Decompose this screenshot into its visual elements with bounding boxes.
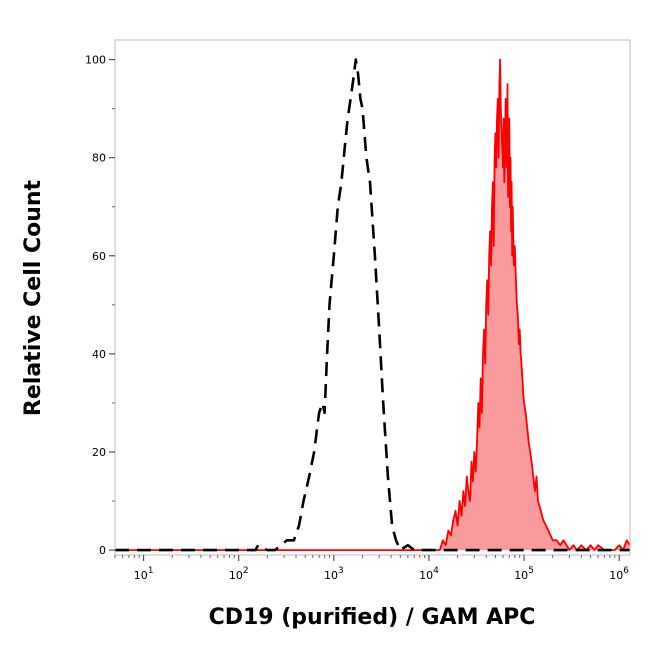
x-tick-label-5: 105 [514,566,534,582]
series-2-line [115,58,631,551]
y-tick-label-100: 100 [85,54,106,67]
x-axis-title: CD19 (purified) / GAM APC [209,605,536,630]
series-2-fill [115,59,630,551]
y-tick-label-40: 40 [92,348,106,361]
x-tick-label-1: 101 [134,566,154,582]
x-tick-label-6: 106 [609,566,629,582]
y-axis-title: Relative Cell Count [21,179,46,416]
x-tick-label-3: 103 [324,566,344,582]
plot-frame [114,39,631,556]
y-tick-label-0: 0 [99,544,106,557]
y-tick-label-60: 60 [92,250,106,263]
x-tick-label-4: 104 [419,566,439,582]
x-tick-label-2: 102 [229,566,249,582]
y-tick-label-20: 20 [92,446,106,459]
y-tick-label-80: 80 [92,152,106,165]
series-1-line [115,58,630,552]
